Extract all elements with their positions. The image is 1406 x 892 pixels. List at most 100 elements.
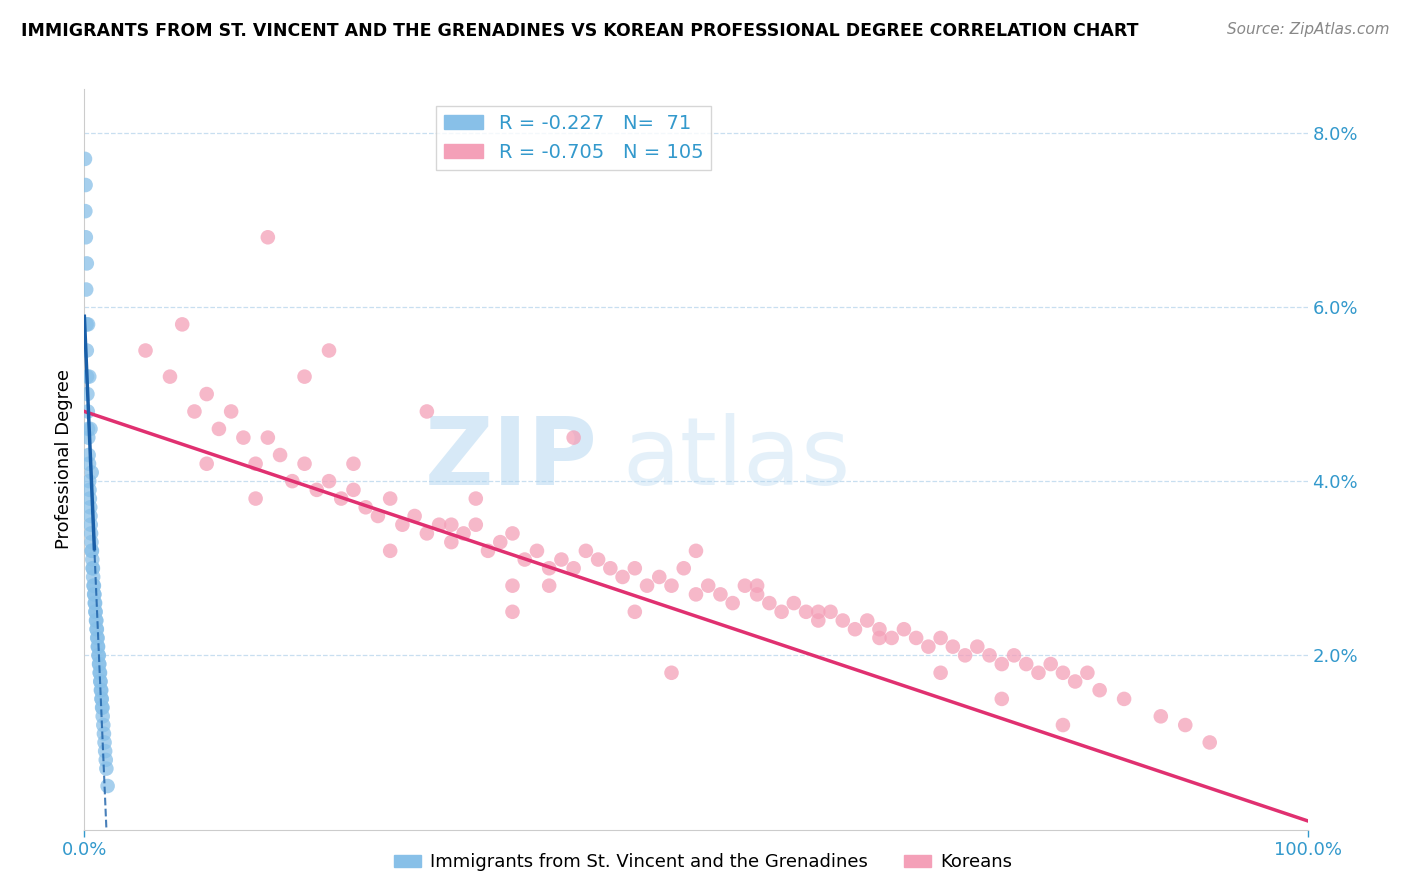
Point: [794, 605, 817, 619]
Legend: Immigrants from St. Vincent and the Grenadines, Koreans: Immigrants from St. Vincent and the Gren…: [387, 847, 1019, 879]
Point: [90, 683, 112, 698]
Point: [83, 579, 105, 593]
Point: [893, 622, 915, 636]
Point: [844, 622, 866, 636]
Point: [79, 508, 101, 523]
Point: [966, 640, 988, 654]
Point: [672, 561, 695, 575]
Point: [294, 369, 316, 384]
Point: [93, 735, 115, 749]
Point: [807, 605, 830, 619]
Point: [87, 640, 110, 654]
Point: [917, 640, 939, 654]
Point: [758, 596, 780, 610]
Point: [318, 343, 340, 358]
Point: [80, 517, 103, 532]
Point: [869, 631, 891, 645]
Point: [219, 404, 242, 418]
Point: [82, 561, 104, 575]
Point: [90, 692, 112, 706]
Point: [84, 605, 107, 619]
Point: [79, 483, 101, 497]
Point: [636, 579, 658, 593]
Point: [747, 587, 769, 601]
Point: [94, 744, 117, 758]
Point: [416, 404, 439, 418]
Point: [91, 700, 114, 714]
Point: [380, 544, 402, 558]
Point: [1052, 718, 1074, 732]
Point: [477, 544, 499, 558]
Point: [97, 779, 120, 793]
Point: [79, 500, 101, 515]
Point: [856, 614, 879, 628]
Point: [318, 474, 340, 488]
Point: [526, 544, 548, 558]
Point: [562, 561, 585, 575]
Point: [367, 508, 389, 523]
Point: [807, 614, 830, 628]
Point: [87, 640, 110, 654]
Point: [502, 526, 524, 541]
Point: [232, 431, 254, 445]
Point: [75, 230, 97, 244]
Point: [82, 570, 104, 584]
Point: [1039, 657, 1062, 671]
Point: [93, 727, 115, 741]
Point: [89, 674, 111, 689]
Point: [624, 561, 647, 575]
Point: [305, 483, 328, 497]
Point: [538, 579, 561, 593]
Point: [416, 526, 439, 541]
Point: [82, 552, 104, 566]
Point: [440, 517, 463, 532]
Point: [77, 369, 100, 384]
Point: [77, 474, 100, 488]
Point: [427, 517, 450, 532]
Point: [257, 431, 280, 445]
Point: [599, 561, 621, 575]
Point: [440, 535, 463, 549]
Text: ZIP: ZIP: [425, 413, 598, 506]
Text: atlas: atlas: [623, 413, 851, 506]
Point: [183, 404, 205, 418]
Point: [76, 404, 98, 418]
Point: [648, 570, 671, 584]
Point: [90, 692, 112, 706]
Point: [84, 614, 107, 628]
Point: [661, 579, 683, 593]
Point: [1114, 692, 1136, 706]
Point: [612, 570, 634, 584]
Y-axis label: Professional Degree: Professional Degree: [55, 369, 73, 549]
Point: [86, 622, 108, 636]
Point: [90, 683, 112, 698]
Point: [96, 762, 118, 776]
Point: [929, 631, 952, 645]
Point: [79, 422, 101, 436]
Point: [281, 474, 304, 488]
Point: [77, 457, 100, 471]
Point: [953, 648, 976, 663]
Point: [869, 622, 891, 636]
Point: [76, 369, 98, 384]
Point: [86, 631, 108, 645]
Point: [330, 491, 353, 506]
Point: [76, 318, 98, 332]
Point: [697, 579, 720, 593]
Point: [502, 605, 524, 619]
Point: [172, 318, 194, 332]
Point: [135, 343, 157, 358]
Point: [80, 544, 103, 558]
Point: [905, 631, 928, 645]
Point: [1088, 683, 1111, 698]
Point: [76, 387, 98, 401]
Point: [76, 343, 98, 358]
Point: [1064, 674, 1087, 689]
Point: [84, 596, 107, 610]
Point: [83, 587, 105, 601]
Point: [661, 665, 683, 680]
Point: [83, 587, 105, 601]
Point: [84, 605, 107, 619]
Point: [80, 466, 103, 480]
Text: IMMIGRANTS FROM ST. VINCENT AND THE GRENADINES VS KOREAN PROFESSIONAL DEGREE COR: IMMIGRANTS FROM ST. VINCENT AND THE GREN…: [21, 22, 1139, 40]
